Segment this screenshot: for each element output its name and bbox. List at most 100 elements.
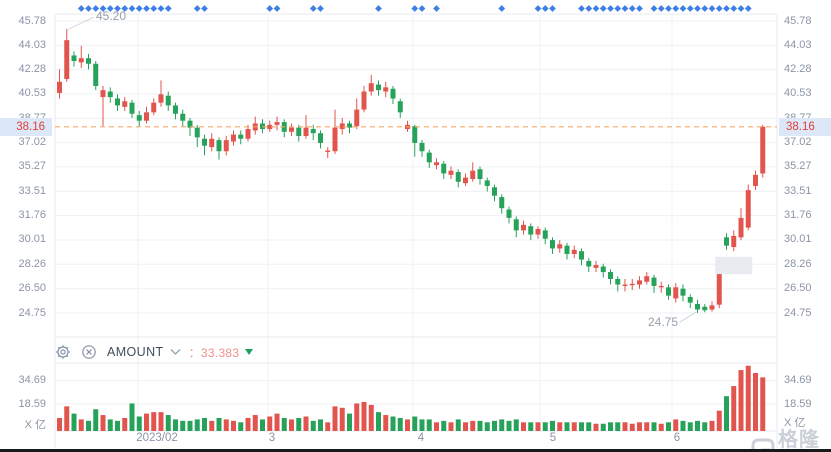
event-marker-diamond-icon[interactable] — [585, 5, 593, 12]
volume-bar — [173, 419, 178, 431]
price-axis-label: 40.53 — [784, 87, 812, 100]
volume-unit-label: X 亿 — [24, 419, 46, 431]
candle — [354, 109, 360, 127]
event-marker-diamond-icon[interactable] — [723, 5, 730, 12]
volume-bar — [318, 419, 323, 431]
event-marker-diamond-icon[interactable] — [715, 5, 723, 12]
candle — [593, 265, 599, 268]
volume-bar — [274, 413, 280, 431]
event-marker-diamond-icon[interactable] — [193, 5, 201, 12]
price-axis-label: 44.03 — [784, 38, 812, 51]
event-marker-diamond-icon[interactable] — [730, 5, 738, 12]
event-marker-diamond-icon[interactable] — [266, 5, 274, 12]
event-marker-diamond-icon[interactable] — [650, 5, 658, 12]
event-marker-diamond-icon[interactable] — [375, 5, 382, 12]
candle — [274, 122, 280, 125]
candle — [78, 58, 84, 63]
indicator-name-label[interactable]: AMOUNT — [107, 345, 164, 359]
x-axis-label: 5 — [549, 432, 557, 444]
candle — [434, 162, 439, 166]
volume-bar — [463, 422, 468, 431]
event-marker-diamond-icon[interactable] — [273, 5, 281, 12]
candle — [658, 285, 664, 288]
event-marker-diamond-icon[interactable] — [672, 5, 680, 12]
volume-bar — [506, 420, 512, 431]
volume-bar — [347, 413, 352, 431]
event-marker-diamond-icon[interactable] — [541, 5, 549, 12]
event-marker-diamond-icon[interactable] — [150, 5, 158, 12]
event-marker-diamond-icon[interactable] — [534, 5, 542, 12]
event-marker-diamond-icon[interactable] — [578, 5, 585, 12]
volume-bar — [673, 419, 679, 431]
volume-bar — [666, 422, 671, 431]
event-marker-diamond-icon[interactable] — [309, 5, 317, 12]
event-marker-diamond-icon[interactable] — [737, 5, 745, 12]
event-marker-diamond-icon[interactable] — [85, 5, 92, 12]
volume-bar — [419, 419, 425, 431]
candle — [325, 150, 331, 152]
event-marker-diamond-icon[interactable] — [708, 5, 716, 12]
event-marker-diamond-icon[interactable] — [157, 5, 165, 12]
gear-icon[interactable] — [55, 344, 71, 360]
volume-bar — [194, 419, 200, 431]
event-marker-diamond-icon[interactable] — [694, 5, 701, 12]
event-marker-diamond-icon[interactable] — [201, 5, 208, 12]
volume-bar — [405, 419, 410, 431]
event-marker-diamond-icon[interactable] — [686, 5, 694, 12]
volume-bar — [260, 419, 265, 431]
volume-bar — [252, 415, 258, 431]
candle — [745, 190, 751, 228]
event-marker-diamond-icon[interactable] — [628, 5, 636, 12]
event-marker-diamond-icon[interactable] — [143, 5, 150, 12]
price-axis-label: 40.53 — [18, 87, 46, 100]
event-marker-diamond-icon[interactable] — [77, 5, 85, 12]
candle — [71, 55, 77, 61]
event-marker-diamond-icon[interactable] — [433, 5, 440, 12]
volume-bar — [702, 422, 708, 431]
price-axis-label: 28.26 — [18, 257, 46, 270]
current-price-value: 38.16 — [16, 120, 45, 133]
candle — [361, 91, 367, 110]
event-marker-diamond-icon[interactable] — [599, 5, 607, 12]
volume-bar — [158, 412, 164, 431]
candle — [557, 244, 563, 249]
event-marker-diamond-icon[interactable] — [128, 5, 136, 12]
volume-bar — [339, 407, 345, 431]
event-marker-diamond-icon[interactable] — [498, 5, 506, 12]
volume-bar — [78, 419, 84, 431]
event-marker-diamond-icon[interactable] — [317, 5, 324, 12]
event-marker-diamond-icon[interactable] — [636, 5, 643, 12]
event-marker-diamond-icon[interactable] — [418, 5, 426, 12]
price-axis-label: 24.75 — [784, 306, 812, 319]
chevron-down-icon[interactable] — [170, 348, 181, 356]
event-marker-diamond-icon[interactable] — [657, 5, 665, 12]
volume-bar — [745, 365, 751, 431]
current-price-badge-left: 38.16 — [0, 117, 52, 136]
event-marker-diamond-icon[interactable] — [607, 5, 614, 12]
event-marker-diamond-icon[interactable] — [701, 5, 709, 12]
volume-bar — [115, 420, 120, 431]
volume-bar — [687, 422, 693, 431]
price-axis-label: 45.78 — [18, 14, 46, 27]
event-marker-diamond-icon[interactable] — [135, 5, 143, 12]
volume-bar — [455, 419, 461, 431]
volume-bar — [361, 402, 367, 431]
volume-bar — [426, 419, 432, 431]
event-marker-diamond-icon[interactable] — [665, 5, 672, 12]
price-axis-label: 26.50 — [784, 282, 812, 295]
close-circle-icon[interactable] — [81, 344, 97, 360]
event-marker-diamond-icon[interactable] — [614, 5, 622, 12]
candle — [564, 245, 570, 254]
event-marker-diamond-icon[interactable] — [744, 5, 752, 12]
event-marker-diamond-icon[interactable] — [411, 5, 419, 12]
event-marker-diamond-icon[interactable] — [621, 5, 629, 12]
volume-bar — [100, 415, 106, 431]
event-marker-diamond-icon[interactable] — [679, 5, 687, 12]
price-axis-label: 28.26 — [784, 257, 812, 270]
volume-bar — [484, 422, 490, 431]
event-marker-diamond-icon[interactable] — [549, 5, 556, 12]
candle — [158, 94, 164, 103]
event-marker-diamond-icon[interactable] — [592, 5, 600, 12]
event-marker-diamond-icon[interactable] — [164, 5, 172, 12]
